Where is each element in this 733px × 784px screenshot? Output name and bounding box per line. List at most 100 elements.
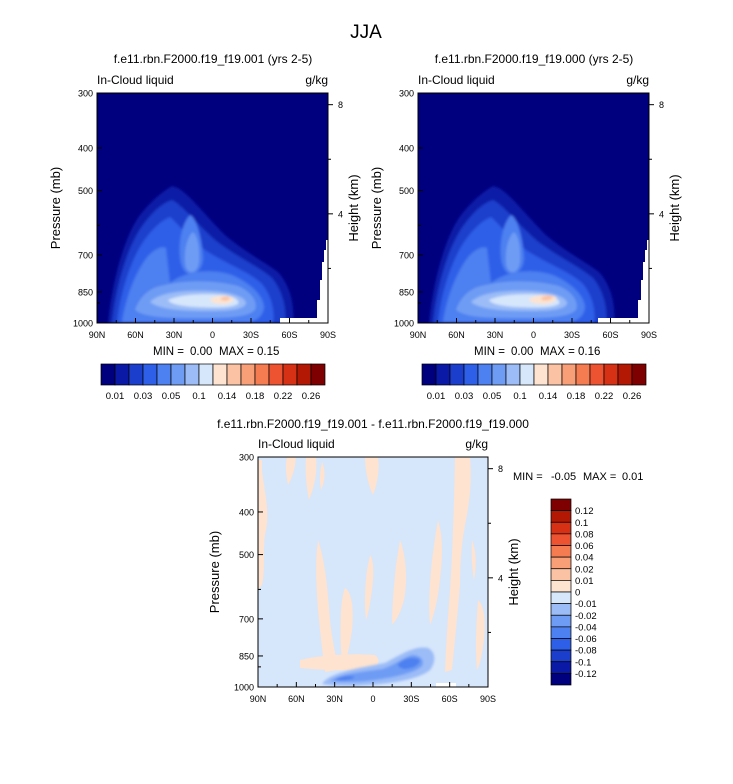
x-tick-label: 30N [326, 694, 343, 704]
panel-2-min-label: MIN = [474, 346, 505, 358]
y-tick-label: 400 [78, 143, 93, 153]
colorbar-swatch [631, 363, 647, 386]
x-tick-label: 30N [166, 330, 183, 340]
y-tick-label: 500 [78, 186, 93, 196]
panel-2-y-axis-label-right: Height (km) [667, 174, 682, 241]
colorbar-swatch [550, 626, 572, 639]
y-tick-label: 850 [399, 287, 414, 297]
colorbar-swatch [550, 521, 572, 535]
colorbar-label: 0.14 [218, 391, 237, 402]
panel-1-min-label: MIN = [153, 346, 184, 358]
figure-title: JJA [350, 22, 382, 43]
colorbar-swatch [550, 673, 572, 686]
colorbar-swatch [550, 649, 572, 663]
panel-1-y-axis-label: Pressure (mb) [48, 167, 63, 249]
y-right-tick-label: 4 [659, 209, 664, 219]
colorbar-swatch [114, 363, 130, 386]
colorbar-label: 0.05 [162, 391, 181, 402]
colorbar-label: 0.18 [246, 391, 265, 402]
colorbar-label: 0.22 [274, 391, 293, 402]
panel-1-variable-label: In-Cloud liquid [97, 73, 174, 87]
panel-2-variable-label: In-Cloud liquid [418, 73, 495, 87]
panel-1-y-ticks-right: 84 [328, 100, 343, 269]
colorbar-swatch [310, 363, 326, 386]
colorbar-swatch [550, 510, 572, 523]
y-tick-label: 500 [239, 550, 254, 560]
panel-3-title: f.e11.rbn.F2000.f19_f19.001 - f.e11.rbn.… [217, 417, 529, 431]
colorbar-swatch [170, 363, 186, 386]
x-tick-label: 0 [370, 694, 375, 704]
panel-3-y-ticks: 300 400 500 700 850 1000 [234, 453, 263, 693]
panel-2-y-axis-label: Pressure (mb) [369, 167, 384, 249]
panel-1-x-ticks: 90N 60N 30N 0 30S 60S 90S [89, 318, 336, 340]
panel-3-contour-field [258, 457, 488, 687]
panel-1: f.e11.rbn.F2000.f19_f19.001 (yrs 2-5) In… [48, 52, 361, 358]
colorbar-panel-1: 0.01 0.03 0.05 0.1 0.14 0.18 0.22 0.26 [100, 363, 326, 402]
colorbar-label: -0.1 [575, 657, 591, 668]
panel-3-min-value: -0.05 [551, 471, 576, 483]
colorbar-panel-2: 0.01 0.03 0.05 0.1 0.14 0.18 0.22 0.26 [421, 363, 647, 402]
panel-2: f.e11.rbn.F2000.f19_f19.000 (yrs 2-5) In… [369, 52, 682, 358]
y-tick-label: 1000 [234, 683, 254, 693]
panel-2-max-value: 0.16 [578, 346, 600, 358]
panel-1-title: f.e11.rbn.F2000.f19_f19.001 (yrs 2-5) [114, 52, 313, 66]
colorbar-swatch [550, 533, 572, 546]
panel-1-max-label: MAX = [219, 346, 254, 358]
y-right-tick-label: 8 [659, 100, 664, 110]
colorbar-swatch [296, 363, 312, 386]
colorbar-swatch [282, 363, 298, 386]
panel-3-max-value: 0.01 [622, 471, 643, 483]
x-tick-label: 60N [288, 694, 305, 704]
y-tick-label: 850 [239, 651, 254, 661]
y-tick-label: 400 [399, 143, 414, 153]
y-right-tick-label: 4 [498, 573, 503, 583]
colorbar-swatch [550, 568, 572, 581]
colorbar-swatch [550, 614, 572, 628]
colorbar-label: -0.01 [575, 599, 597, 610]
y-tick-label: 1000 [394, 319, 414, 329]
x-tick-label: 60S [602, 330, 618, 340]
colorbar-swatch [128, 363, 144, 386]
colorbar-label: 0.05 [483, 391, 502, 402]
x-tick-label: 90N [250, 694, 267, 704]
y-right-tick-label: 8 [338, 100, 343, 110]
colorbar-swatch [550, 661, 572, 674]
y-tick-label: 700 [399, 250, 414, 260]
x-tick-label: 60S [281, 330, 297, 340]
colorbar-swatch [156, 363, 172, 386]
colorbar-label: -0.12 [575, 669, 597, 680]
colorbar-label: 0.22 [595, 391, 614, 402]
colorbar-swatch [268, 363, 284, 386]
colorbar-label: -0.04 [575, 622, 597, 633]
panel-3-y-axis-label: Pressure (mb) [207, 531, 222, 613]
x-tick-label: 60N [448, 330, 465, 340]
colorbar-label: 0.03 [134, 391, 153, 402]
x-tick-label: 90N [410, 330, 427, 340]
panel-2-max-label: MAX = [540, 346, 575, 358]
panel-1-contour-field [97, 93, 328, 323]
colorbar-swatch [561, 363, 577, 386]
panel-3-y-axis-label-right: Height (km) [506, 538, 521, 605]
colorbar-label: 0.26 [302, 391, 321, 402]
colorbar-swatch [533, 363, 549, 386]
colorbar-label: 0.18 [567, 391, 586, 402]
panel-2-contour-field [418, 93, 649, 323]
colorbar-swatch [449, 363, 465, 386]
y-tick-label: 300 [78, 89, 93, 99]
colorbar-label: 0.01 [106, 391, 125, 402]
x-tick-label: 60N [127, 330, 144, 340]
y-tick-label: 400 [239, 507, 254, 517]
panel-3-min-label: MIN = [513, 471, 543, 483]
colorbar-label: 0.06 [575, 541, 594, 552]
panel-2-y-ticks-right: 84 [649, 100, 664, 269]
colorbar-swatch [603, 363, 619, 386]
panel-3: f.e11.rbn.F2000.f19_f19.001 - f.e11.rbn.… [207, 417, 643, 704]
colorbar-label: 0.1 [192, 391, 205, 402]
colorbar-swatch [550, 580, 572, 593]
panel-3-x-ticks: 90N 60N 30N 0 30S 60S 90S [250, 682, 496, 704]
colorbar-label: 0.14 [539, 391, 558, 402]
colorbar-swatch [589, 363, 605, 386]
colorbar-swatch [505, 363, 521, 386]
x-tick-label: 60S [442, 694, 458, 704]
